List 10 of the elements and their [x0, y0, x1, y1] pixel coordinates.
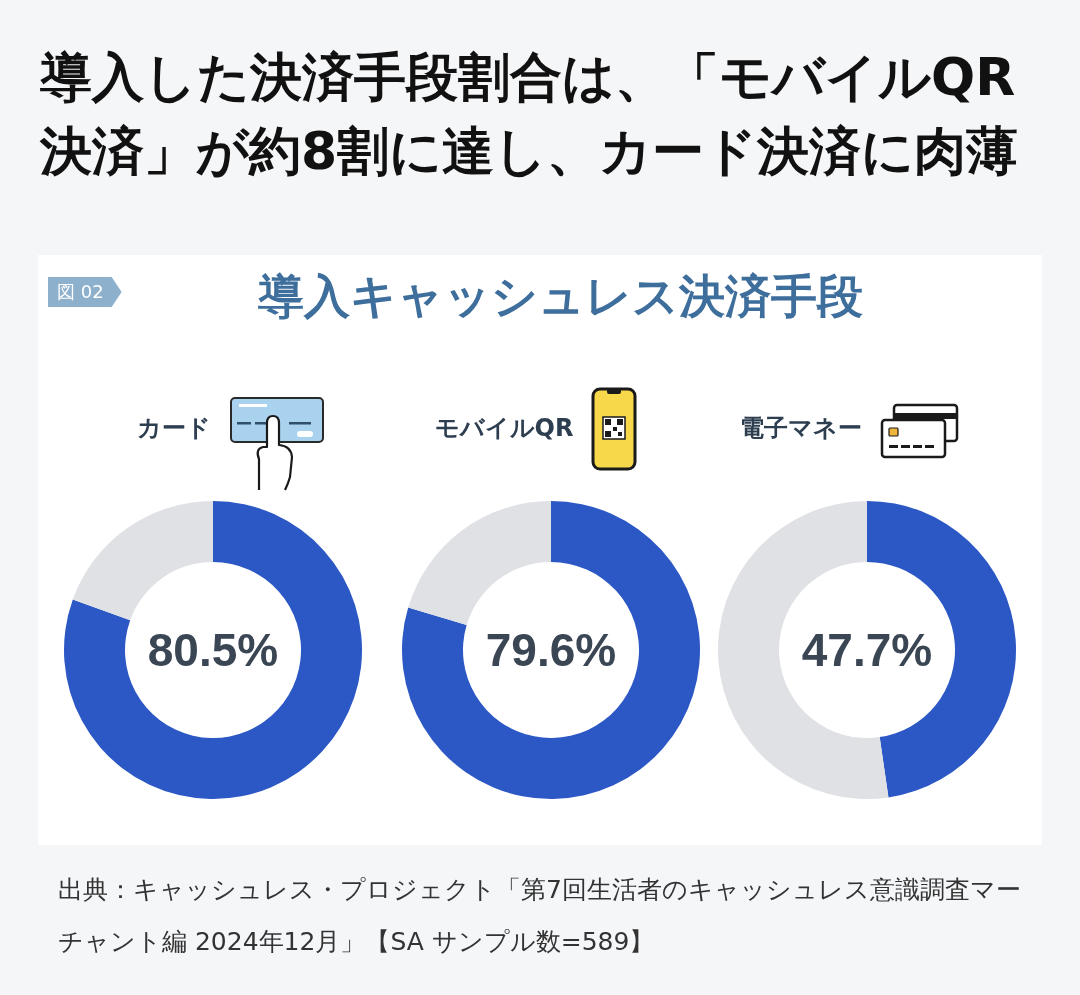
text: 79.6%: [485, 624, 617, 676]
chart-title: 電子マネー: [740, 413, 862, 444]
chart-title: カード: [137, 413, 211, 444]
text: 導入キャッシュレス決済手段: [257, 269, 863, 323]
source-note: 出典：キャッシュレス・プロジェクト「第7回生活者のキャッシュレス意識調査マーチャント編 2024年12月」【SA サンプル数=589】: [58, 874, 1022, 958]
caption: 図 02: [48, 277, 122, 307]
text: 導入した決済手段割合は、「モバイルQR決済」が約8割に達し、カード決済に肉薄: [40, 46, 1020, 183]
chart-title: モバイルQR: [434, 413, 574, 444]
text: 80.5%: [147, 624, 279, 676]
text: 47.7%: [801, 624, 933, 676]
